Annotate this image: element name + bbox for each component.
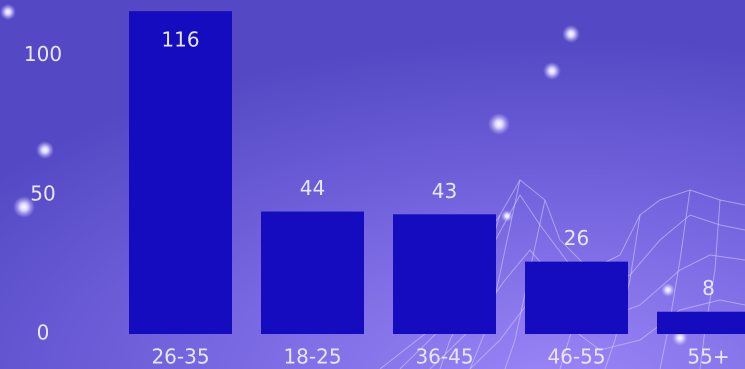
glow-dot [488, 113, 510, 135]
x-tick-label: 26-35 [151, 345, 209, 369]
y-tick-label: 50 [30, 181, 55, 205]
bar [261, 211, 364, 334]
plot-area: 0 50 100 26-35 116 18-25 44 36-45 43 46-55 26 55+ 8 [24, 11, 745, 369]
glow-dot [0, 4, 16, 20]
y-tick-label: 100 [24, 42, 62, 66]
x-tick-label: 55+ [687, 345, 729, 369]
glow-dots [0, 4, 688, 346]
x-tick-label: 36-45 [415, 345, 473, 369]
value-label: 26 [564, 226, 589, 250]
value-label: 43 [432, 179, 457, 203]
y-tick-label: 0 [37, 321, 50, 345]
value-label: 44 [300, 176, 325, 200]
x-tick-label: 18-25 [283, 345, 341, 369]
bar [525, 261, 628, 334]
value-label: 8 [702, 276, 715, 300]
glow-dot [36, 141, 54, 159]
bar [129, 11, 232, 335]
glow-dot [13, 196, 35, 218]
bar [393, 214, 496, 334]
bar [657, 311, 745, 334]
glow-dot [661, 283, 675, 297]
glow-dot [562, 25, 580, 43]
x-tick-label: 46-55 [547, 345, 605, 369]
glow-dot [501, 210, 513, 222]
glow-dot [543, 62, 561, 80]
value-label: 116 [161, 28, 199, 52]
